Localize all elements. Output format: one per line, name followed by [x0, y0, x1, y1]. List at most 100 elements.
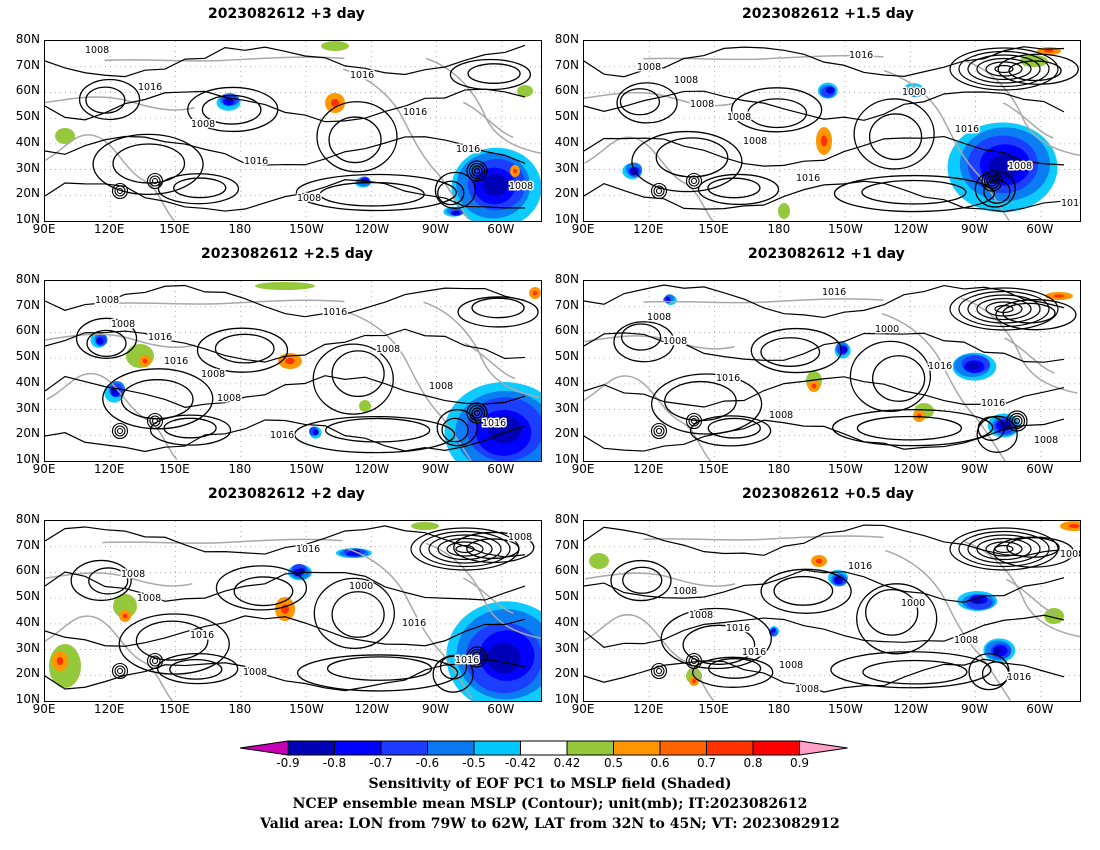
mslp-low-contour: [967, 534, 1041, 564]
mslp-contour: [584, 284, 1065, 319]
lon-tick-label: 120E: [94, 702, 125, 716]
contour-label: 1016: [244, 156, 268, 167]
mslp-contour: [173, 177, 227, 199]
lat-tick-label: 80N: [554, 32, 579, 46]
colorbar-tick-label: 0.9: [789, 756, 810, 770]
lat-tick-label: 40N: [15, 614, 40, 629]
lon-tick-label: 150E: [698, 702, 729, 716]
mslp-contour: [313, 577, 395, 650]
sensitivity-negative-shading: [225, 97, 233, 103]
lon-tick-label: 150E: [159, 222, 190, 236]
coastline: [643, 54, 884, 61]
contour-label: 1008: [137, 593, 161, 604]
mslp-contour: [692, 656, 774, 688]
lon-tick-label: 120E: [94, 462, 125, 476]
contour-label: 1000: [349, 581, 373, 592]
colorbar-segment: [752, 740, 800, 756]
sensitivity-positive-shading: [589, 553, 609, 569]
coastline: [464, 342, 516, 380]
lon-tick-label: 90W: [961, 702, 989, 716]
lat-tick-label: 50N: [554, 589, 579, 604]
mslp-contour: [88, 567, 129, 595]
mslp-contour: [45, 571, 526, 602]
sensitivity-positive-shading: [56, 657, 64, 665]
sensitivity-positive-shading: [359, 400, 371, 412]
mslp-low-contour: [655, 187, 663, 195]
contour-label: 1016: [402, 618, 426, 629]
mslp-contour: [995, 299, 1077, 331]
mslp-low-contour: [111, 182, 129, 200]
mslp-contour: [45, 328, 526, 363]
mslp-low-contour: [471, 165, 483, 177]
mslp-low-contour: [473, 653, 481, 661]
contour-label: 1016: [270, 430, 294, 441]
lon-tick-label: 60W: [487, 462, 515, 476]
contour-label: 1008: [795, 684, 819, 695]
mslp-low-contour: [690, 417, 698, 425]
colorbar-segment: [659, 740, 707, 756]
mslp-contour: [760, 337, 821, 367]
lat-tick-label: 30N: [15, 400, 40, 415]
mslp-contour: [968, 652, 1010, 691]
contour-label: 1008: [217, 393, 241, 404]
lat-tick-label: 50N: [554, 109, 579, 124]
mslp-low-contour: [146, 172, 164, 190]
lat-tick-label: 20N: [15, 426, 40, 441]
lat-tick-label: 70N: [554, 537, 579, 552]
mslp-low-contour: [149, 655, 161, 667]
coastline: [425, 542, 541, 640]
lon-tick-label: 90W: [422, 222, 450, 236]
lon-tick-label: 150W: [289, 702, 324, 716]
lon-tick-label: 60W: [487, 702, 515, 716]
colorbar-segment: [706, 740, 754, 756]
sensitivity-positive-shading: [1053, 294, 1065, 298]
coastline: [584, 572, 736, 587]
lat-tick-label: 10N: [15, 212, 40, 226]
mslp-contour: [436, 409, 478, 447]
mslp-low-contour: [986, 175, 998, 187]
map-panel-2: 1008 1008 1008 1016 1016 1000 1016 1008 1016 1008…: [583, 40, 1081, 222]
colorbar-tick-label: -0.9: [276, 756, 300, 770]
contour-label: 1008: [111, 319, 135, 330]
mslp-low-contour: [688, 415, 700, 427]
caption-line-1: Sensitivity of EOF PC1 to MSLP field (Sh…: [368, 776, 732, 792]
mslp-low-contour: [685, 172, 703, 190]
lon-tick-label: 90E: [571, 462, 595, 476]
sensitivity-negative-shading: [770, 629, 774, 633]
colorbar-tick-label: -0.6: [415, 756, 440, 770]
panel-title: 2023082612 +1 day: [748, 246, 905, 262]
mslp-contour: [833, 174, 996, 213]
contour-label: 1016: [822, 287, 846, 298]
colorbar-tick-label: -0.7: [369, 756, 393, 770]
colorbar-tick-label: -0.5: [462, 756, 486, 770]
lat-tick-label: 10N: [15, 452, 40, 466]
lon-tick-label: 180: [228, 462, 252, 476]
sensitivity-positive-shading: [811, 383, 817, 389]
contour-label: 1008: [1008, 161, 1032, 172]
mslp-low-contour: [116, 667, 124, 675]
lon-tick-label: 60W: [1026, 222, 1054, 236]
sensitivity-positive-shading: [321, 41, 349, 51]
lat-tick-label: 50N: [15, 109, 40, 124]
mslp-low-contour: [958, 530, 1050, 568]
lon-tick-label: 120W: [893, 702, 929, 716]
mslp-contour: [616, 82, 678, 124]
mslp-contour: [297, 654, 459, 692]
colorbar-segment: [520, 740, 568, 756]
contour-label: 1008: [769, 410, 793, 421]
lat-tick-label: 40N: [554, 374, 579, 389]
lat-tick-label: 20N: [15, 186, 40, 201]
mslp-low-contour: [958, 50, 1050, 88]
contour-label: 1016: [1061, 198, 1080, 209]
lat-tick-label: 60N: [15, 563, 40, 578]
lat-tick-label: 10N: [554, 692, 579, 706]
lon-tick-label: 120W: [893, 222, 929, 236]
mslp-contour: [85, 86, 126, 114]
contour-label: 1016: [148, 332, 172, 343]
lat-tick-label: 70N: [554, 297, 579, 312]
lon-tick-label: 60W: [487, 222, 515, 236]
lat-tick-label: 70N: [15, 537, 40, 552]
mslp-low-contour: [149, 415, 161, 427]
mslp-contour: [997, 53, 1079, 85]
mslp-low-contour: [958, 290, 1050, 328]
